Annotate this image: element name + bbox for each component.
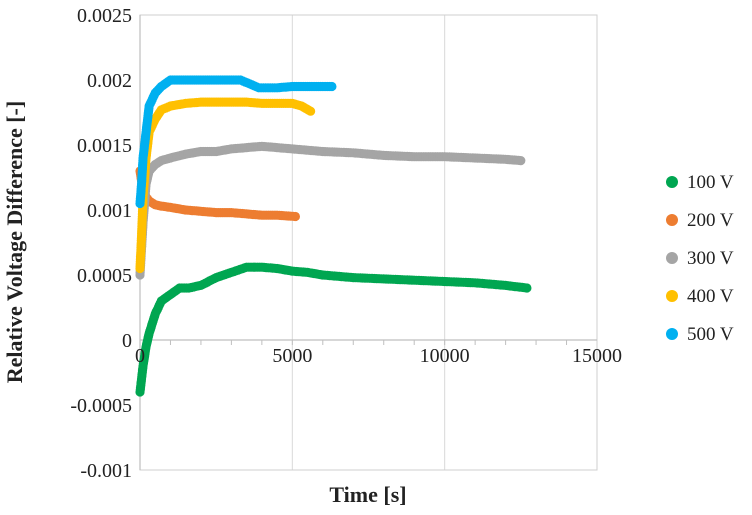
y-tick-label: 0: [122, 330, 132, 352]
x-tick-label: 15000: [572, 345, 622, 367]
legend-label: 200 V: [687, 210, 734, 231]
legend-label: 500 V: [687, 324, 734, 345]
legend-marker: [666, 252, 678, 264]
legend-label: 300 V: [687, 248, 734, 269]
y-tick-label: 0.001: [87, 200, 132, 222]
series-400-v: [135, 97, 316, 274]
x-axis-title: Time [s]: [329, 482, 406, 507]
data-point: [522, 283, 532, 293]
y-tick-label: 0.0005: [77, 265, 132, 287]
y-tick-label: -0.0005: [70, 395, 132, 417]
legend-marker: [666, 214, 678, 226]
x-tick-label: 5000: [272, 345, 312, 367]
legend: 100 V 200 V 300 V 400 V 500 V: [666, 172, 734, 345]
legend-marker: [666, 176, 678, 188]
series-100-v: [135, 262, 532, 397]
x-tick-label: 10000: [420, 345, 470, 367]
y-tick-label: 0.0015: [77, 135, 132, 157]
x-tick-label: 0: [135, 345, 145, 367]
y-axis-title: Relative Voltage Difference [-]: [2, 101, 27, 383]
legend-label: 400 V: [687, 286, 734, 307]
legend-marker: [666, 290, 678, 302]
y-tick-labels: -0.001 -0.0005 0 0.0005 0.001 0.0015 0.002 0.00…: [70, 5, 132, 482]
data-point: [306, 106, 316, 116]
data-point: [327, 81, 337, 92]
legend-marker: [666, 328, 678, 340]
data-point: [290, 211, 300, 222]
y-tick-label: -0.001: [80, 460, 132, 482]
series-layer: [135, 75, 532, 397]
legend-label: 100 V: [687, 172, 734, 193]
grid-lines: [291, 15, 598, 470]
x-tick-labels: 0 5000 10000 15000: [135, 345, 622, 367]
series-500-v: [135, 75, 337, 209]
y-tick-label: 0.002: [87, 70, 132, 92]
data-point: [516, 156, 526, 166]
series-200-v: [135, 166, 300, 222]
y-tick-label: 0.0025: [77, 5, 132, 27]
